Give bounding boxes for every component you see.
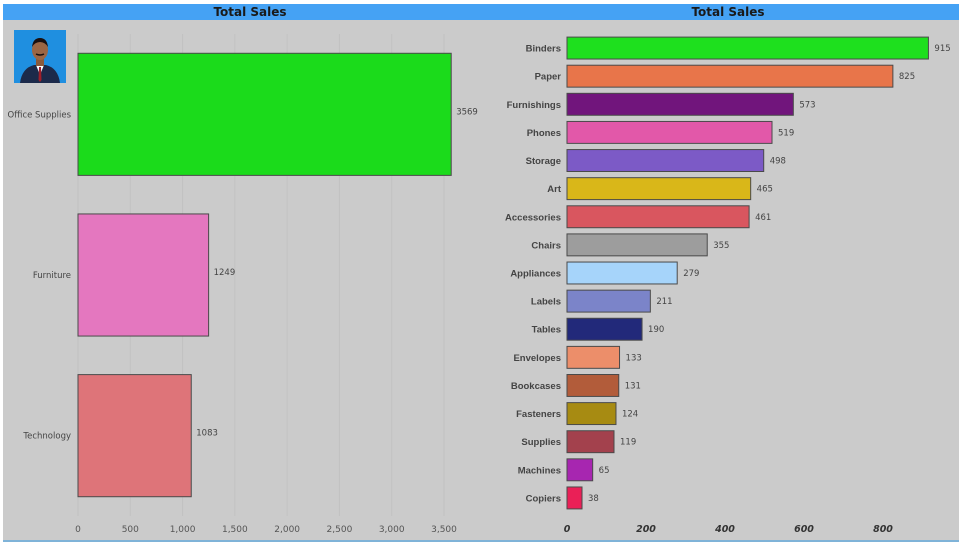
x-tick-label: 1,000 xyxy=(170,525,196,535)
category-label: Binders xyxy=(526,44,561,55)
category-sales-chart-panel: Total Sales 0 500 1,000 1,500 2,000 2,500 3,00… xyxy=(3,4,497,542)
data-label: 355 xyxy=(713,241,729,251)
data-label: 279 xyxy=(683,269,699,279)
x-tick-label: 1,500 xyxy=(222,525,248,535)
x-tick-label: 500 xyxy=(122,525,139,535)
data-label: 211 xyxy=(656,297,672,307)
x-tick-label: 600 xyxy=(794,524,814,535)
x-tick-label: 2,500 xyxy=(327,525,353,535)
category-label: Office Supplies xyxy=(8,110,72,120)
category-label: Labels xyxy=(531,297,561,308)
data-label: 131 xyxy=(625,381,641,391)
category-label: Phones xyxy=(527,128,561,139)
x-tick-label: 2,000 xyxy=(274,525,300,535)
x-tick-label: 400 xyxy=(714,524,735,535)
category-label: Bookcases xyxy=(511,381,561,392)
bar xyxy=(566,317,643,341)
x-tick-label: 200 xyxy=(636,524,656,535)
category-label: Supplies xyxy=(521,437,561,448)
data-label: 519 xyxy=(778,128,794,138)
bar xyxy=(566,205,750,229)
bar xyxy=(566,120,773,144)
bar xyxy=(566,261,678,285)
bar xyxy=(566,92,794,116)
data-label: 65 xyxy=(599,466,610,476)
bar xyxy=(566,458,594,482)
category-label: Furnishings xyxy=(507,100,561,111)
subcategory-chart-title: Total Sales xyxy=(497,4,959,20)
category-label: Machines xyxy=(518,465,561,476)
data-label: 915 xyxy=(934,44,950,54)
data-label: 465 xyxy=(757,185,773,195)
bar xyxy=(566,149,765,172)
category-label: Technology xyxy=(22,432,71,442)
profile-photo xyxy=(14,30,66,83)
data-label: 1249 xyxy=(214,268,236,278)
bar xyxy=(566,345,621,369)
bar xyxy=(566,289,651,313)
data-label: 124 xyxy=(622,410,638,420)
bar xyxy=(77,52,452,176)
bar xyxy=(566,430,615,454)
data-label: 825 xyxy=(899,72,915,82)
data-label: 133 xyxy=(626,353,642,363)
category-label: Paper xyxy=(535,72,562,83)
x-tick-label: 3,500 xyxy=(431,525,457,535)
bar xyxy=(566,374,620,397)
x-tick-label: 0 xyxy=(564,524,571,535)
category-label: Appliances xyxy=(510,269,561,280)
bar xyxy=(566,486,583,510)
person-portrait-icon xyxy=(14,30,66,83)
data-label: 498 xyxy=(770,157,786,167)
bar xyxy=(566,402,617,426)
category-label: Storage xyxy=(526,156,561,167)
category-label: Envelopes xyxy=(513,353,561,364)
category-label: Accessories xyxy=(505,212,561,223)
bar xyxy=(77,374,192,498)
x-tick-label: 800 xyxy=(873,524,893,535)
x-tick-label: 0 xyxy=(75,525,81,535)
category-label: Furniture xyxy=(33,271,71,281)
bar xyxy=(77,213,210,337)
category-label: Fasteners xyxy=(516,409,561,420)
category-bar-chart: 0 500 1,000 1,500 2,000 2,500 3,000 3,500 Office… xyxy=(8,34,478,535)
subcategory-sales-chart-panel: Total Sales 0 200 400 600 800 Binders 915 Paper… xyxy=(497,4,959,542)
data-label: 38 xyxy=(588,494,599,504)
x-tick-label: 3,000 xyxy=(379,525,405,535)
category-label: Copiers xyxy=(526,493,561,504)
bar xyxy=(566,233,708,257)
bar xyxy=(566,64,894,88)
data-label: 119 xyxy=(620,438,636,448)
bar xyxy=(566,36,929,60)
data-label: 1083 xyxy=(196,429,218,439)
category-chart-title: Total Sales xyxy=(3,4,497,20)
data-label: 3569 xyxy=(456,107,478,117)
subcategory-bar-chart: 0 200 400 600 800 Binders 915 Paper 825 Furnishin… xyxy=(505,36,951,535)
data-label: 461 xyxy=(755,213,771,223)
category-label: Tables xyxy=(532,325,561,336)
bar xyxy=(566,177,752,201)
category-label: Art xyxy=(547,184,562,195)
data-label: 573 xyxy=(799,100,815,110)
category-label: Chairs xyxy=(531,240,561,251)
data-label: 190 xyxy=(648,325,664,335)
